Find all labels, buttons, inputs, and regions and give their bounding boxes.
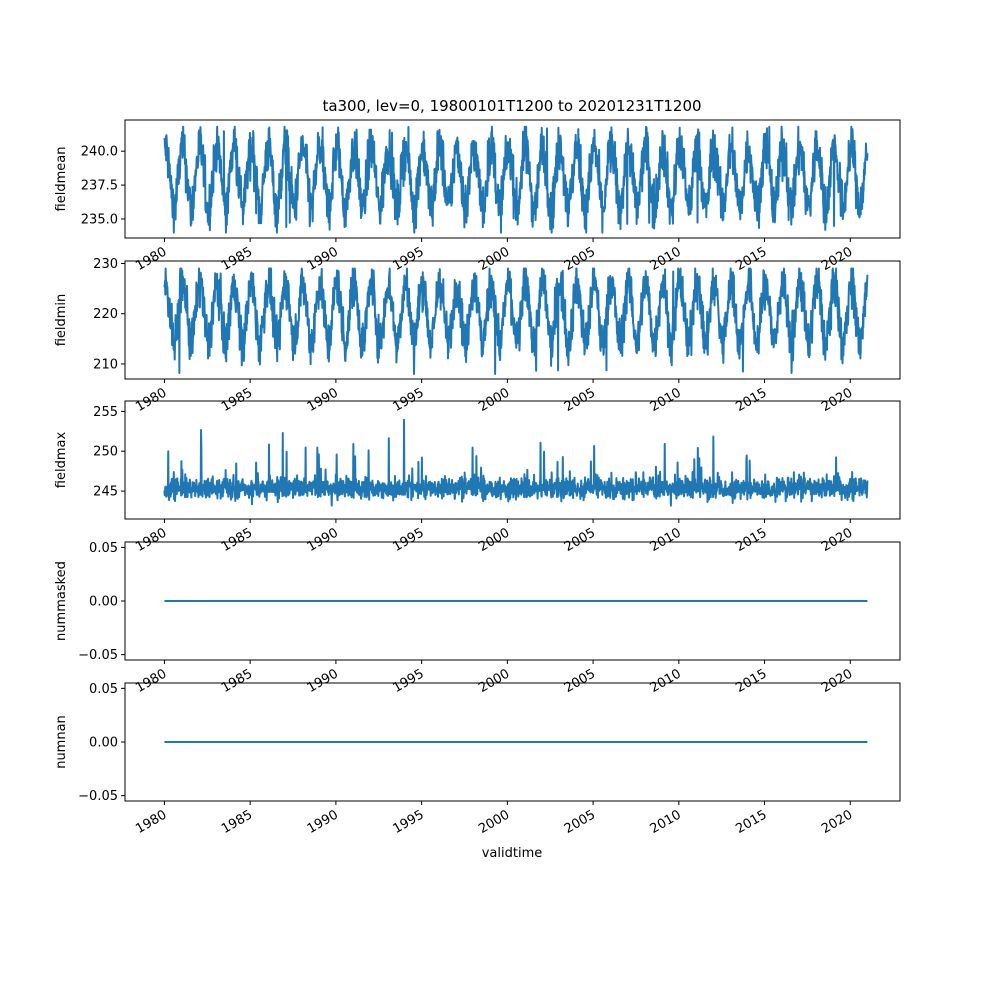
y-axis-label: nummasked: [54, 561, 69, 641]
figure-title: ta300, lev=0, 19800101T1200 to 20201231T…: [322, 97, 701, 115]
y-tick-label: 245: [93, 485, 118, 500]
y-tick-label: 0.00: [89, 595, 118, 610]
series-line: [163, 267, 869, 375]
y-tick-label: 237.5: [81, 179, 118, 194]
y-tick-label: 230: [93, 257, 118, 272]
y-tick-label: −0.05: [78, 789, 118, 804]
series-line: [163, 125, 869, 234]
y-tick-label: 250: [93, 445, 118, 460]
y-tick-label: 240.0: [81, 145, 118, 160]
y-tick-label: 0.00: [89, 736, 118, 751]
y-axis-label: fieldmean: [54, 147, 69, 212]
y-tick-label: 0.05: [89, 682, 118, 697]
y-axis-label: fieldmin: [54, 294, 69, 347]
series-line: [163, 418, 869, 507]
y-tick-label: 220: [93, 307, 118, 322]
y-tick-label: 210: [93, 357, 118, 372]
axes-frame: [124, 400, 901, 520]
y-tick-label: 235.0: [81, 213, 118, 228]
x-axis-label: validtime: [482, 846, 543, 861]
axes-frame: [124, 260, 901, 380]
axes-frame: [124, 119, 901, 239]
y-tick-label: −0.05: [78, 648, 118, 663]
y-tick-label: 0.05: [89, 541, 118, 556]
y-tick-label: 255: [93, 405, 118, 420]
y-axis-label: numnan: [54, 715, 69, 769]
y-axis-label: fieldmax: [54, 432, 69, 489]
